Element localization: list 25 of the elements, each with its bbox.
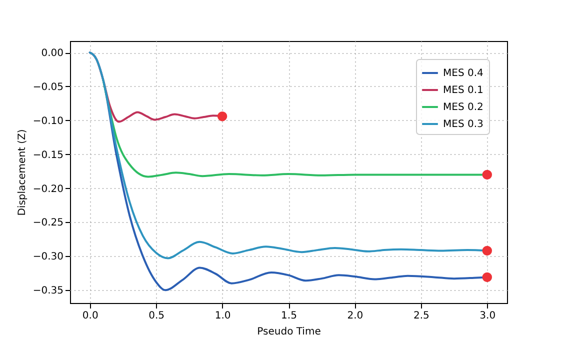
- y-tick-label: −0.20: [32, 184, 64, 195]
- y-axis-title: Displacement (Z): [16, 129, 28, 216]
- y-tick-label: −0.10: [32, 116, 64, 127]
- legend-label: MES 0.1: [443, 85, 484, 96]
- x-tick-label: 2.5: [413, 310, 430, 322]
- y-tick-label: −0.30: [32, 252, 64, 263]
- y-tick-label: −0.15: [32, 150, 64, 161]
- x-tick-label: 3.0: [480, 310, 496, 322]
- legend-label: MES 0.4: [443, 68, 484, 79]
- y-tick-label: −0.25: [32, 218, 64, 229]
- x-tick-label: 2.0: [347, 310, 364, 322]
- x-tick-label: 0.5: [148, 310, 165, 322]
- y-tick-label: −0.35: [32, 286, 64, 297]
- x-tick-label: 1.0: [214, 310, 231, 322]
- point: [482, 170, 492, 180]
- legend-label: MES 0.3: [443, 119, 484, 130]
- legend-label: MES 0.2: [443, 102, 484, 113]
- x-tick-label: 1.5: [281, 310, 297, 322]
- y-tick-label: 0.00: [41, 48, 64, 60]
- point: [482, 272, 492, 282]
- x-tick-label: 0.0: [82, 310, 98, 322]
- y-tick-label: −0.05: [32, 82, 64, 93]
- x-axis-title: Pseudo Time: [257, 326, 321, 338]
- point: [482, 246, 492, 256]
- point: [217, 111, 228, 122]
